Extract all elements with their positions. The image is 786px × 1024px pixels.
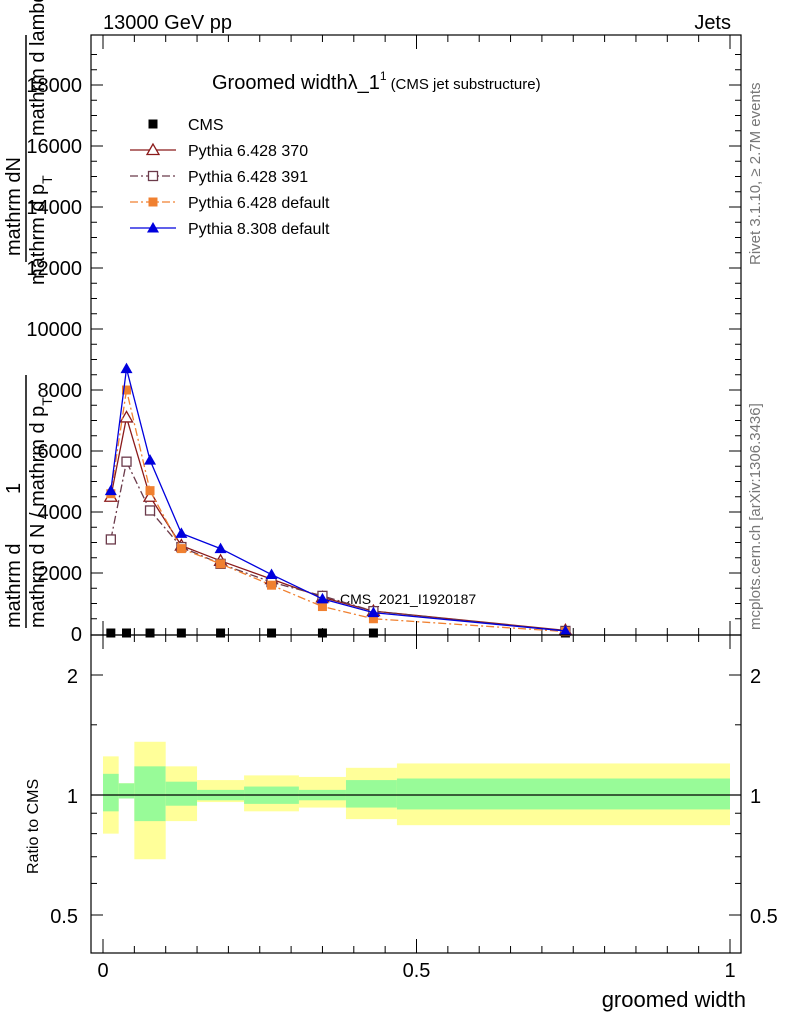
ylabel-d: mathrm d [3, 544, 25, 628]
header-energy: 13000 GeV pp [103, 12, 232, 34]
data-point [316, 592, 329, 604]
legend: CMS Pythia 6.428 370 Pythia 6.428 391 Pythi… [130, 117, 330, 238]
series-line [110, 389, 566, 633]
plot-title: Groomed widthλ_11 (CMS jet substructure) [212, 69, 541, 94]
data-point [559, 624, 572, 636]
data-point [120, 362, 133, 374]
ratio-y-tick-label-right: 0.5 [750, 906, 778, 928]
legend-marker [145, 142, 161, 156]
data-point [368, 614, 378, 624]
data-point [106, 628, 116, 638]
main-y-ticks: 2000 4000 6000 8000 10000 12000 14000 16000 1800… [26, 54, 741, 646]
y-axis-label: mathrm dN mathrm d pT mathrm d lambda 1 … [3, 0, 55, 628]
legend-marker [147, 170, 159, 182]
series-line [110, 368, 566, 632]
inner-uncertainty-band [165, 781, 198, 806]
y-tick-label: 16000 [26, 136, 82, 158]
series-line [110, 417, 566, 631]
legend-label: CMS [188, 117, 224, 134]
data-point [267, 628, 277, 638]
analysis-watermark: CMS_2021_I1920187 [340, 591, 476, 607]
inner-uncertainty-band [134, 766, 166, 822]
data-point [121, 456, 132, 467]
ylabel-dN-dpT: mathrm d N / mathrm d pT [27, 397, 55, 628]
data-point [214, 542, 227, 554]
data-point [144, 454, 157, 465]
ratio-ticks: 0.5 0.5 1 1 2 2 [50, 666, 778, 928]
y-tick-label: 0 [71, 624, 82, 646]
legend-label: Pythia 6.428 370 [188, 143, 308, 160]
y-tick-label: 12000 [26, 258, 82, 280]
data-point [145, 486, 155, 496]
ylabel-dN: mathrm dN [3, 157, 25, 256]
ylabel-dlambda: mathrm d lambda [27, 0, 49, 136]
y-tick-label: 4000 [38, 502, 83, 524]
ratio-y-tick-label: 1 [67, 786, 78, 808]
data-point [265, 568, 278, 580]
y-tick-label: 2000 [38, 563, 83, 585]
legend-marker [148, 119, 158, 129]
y-tick-label: 6000 [38, 441, 83, 463]
data-point [119, 410, 134, 423]
y-tick-label: 14000 [26, 197, 82, 219]
inner-uncertainty-band [396, 778, 730, 810]
y-tick-label: 18000 [26, 75, 82, 97]
legend-label: Pythia 8.308 default [188, 221, 330, 238]
x-tick-label: 0 [97, 960, 108, 982]
inner-uncertainty-band [118, 783, 135, 799]
legend-label: Pythia 6.428 default [188, 195, 330, 212]
data-point [216, 559, 226, 569]
ratio-y-tick-label: 2 [67, 666, 78, 688]
data-point [267, 580, 277, 590]
series-layer [103, 362, 573, 638]
data-point [368, 628, 378, 638]
data-point [122, 628, 132, 638]
rivet-version-label: Rivet 3.1.10, ≥ 2.7M events [747, 83, 764, 266]
ylabel-one: 1 [3, 483, 25, 494]
data-point [145, 628, 155, 638]
data-point [104, 484, 117, 496]
data-point [176, 628, 186, 638]
data-point [176, 544, 186, 554]
legend-marker [148, 197, 158, 207]
y-tick-label: 8000 [38, 380, 83, 402]
ratio-y-tick-label-right: 2 [750, 666, 761, 688]
data-point [175, 527, 188, 538]
legend-marker [147, 222, 159, 233]
data-point [317, 628, 327, 638]
y-tick-label: 10000 [26, 319, 82, 341]
ratio-axis-label: Ratio to CMS [25, 779, 42, 874]
ratio-y-tick-label-right: 1 [750, 786, 761, 808]
legend-label: Pythia 6.428 391 [188, 169, 308, 186]
inner-uncertainty-band [345, 780, 397, 808]
data-point [122, 385, 132, 395]
ylabel-dpT: mathrm d pT [27, 175, 55, 285]
x-tick-label: 1 [724, 960, 735, 982]
data-point [317, 602, 327, 612]
header-category: Jets [694, 12, 731, 34]
mcplots-label: mcplots.cern.ch [arXiv:1306.3436] [747, 403, 764, 630]
data-point [144, 505, 156, 516]
x-tick-label: 0.5 [403, 960, 431, 982]
uncertainty-bands [103, 741, 730, 860]
inner-uncertainty-band [103, 773, 119, 812]
x-axis-label: groomed width [602, 987, 746, 1012]
data-point [105, 534, 116, 545]
data-point [367, 606, 380, 618]
ratio-plot-frame [90, 634, 742, 954]
data-point [216, 628, 226, 638]
ratio-y-tick-label: 0.5 [50, 906, 78, 928]
